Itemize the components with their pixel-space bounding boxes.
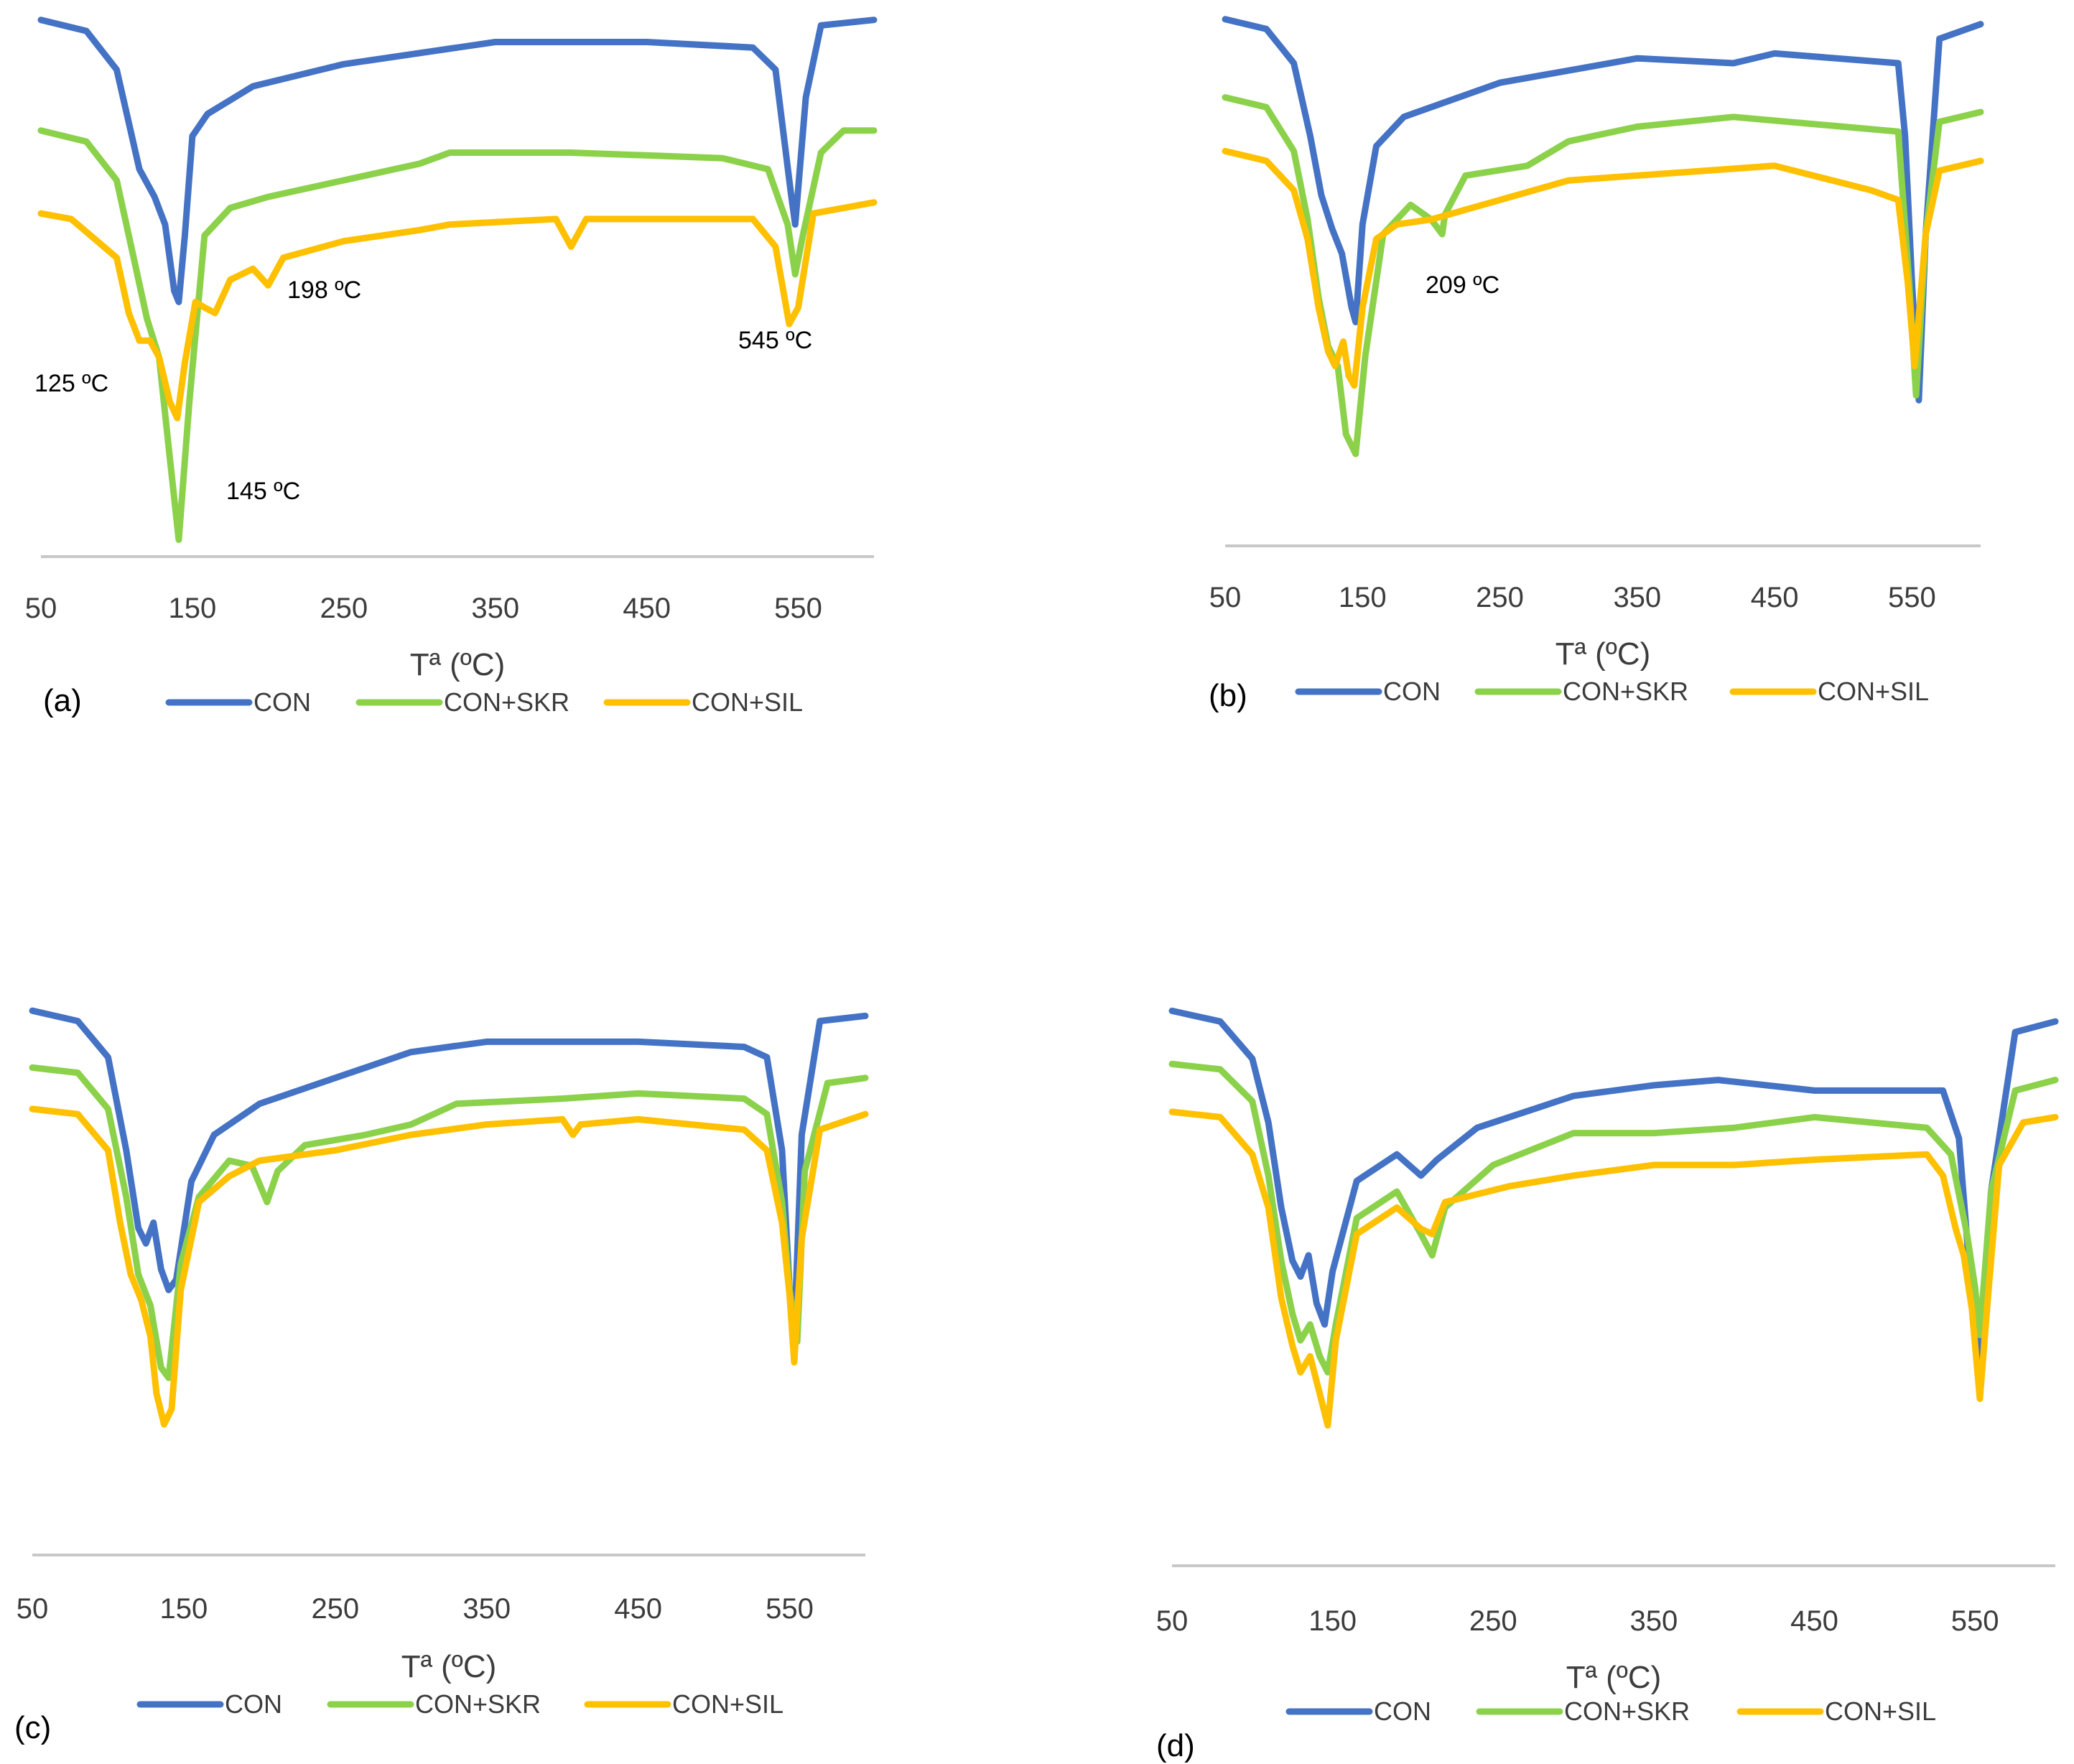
peak-annotation: 145 ºC [226, 478, 300, 505]
x-tick-label: 550 [1888, 582, 1936, 613]
legend-label: CON [225, 1689, 282, 1719]
x-tick-label: 350 [1630, 1605, 1678, 1637]
x-tick-label: 150 [1339, 582, 1387, 613]
legend-label: CON [254, 687, 311, 717]
panel-a: 50 150 250 350 450 550 Tª (ºC) 198 ºC 545 ºC 125 … [25, 17, 878, 718]
legend-label: CON+SKR [444, 687, 569, 717]
series-line-con-sil [37, 199, 878, 422]
x-tick-label: 250 [1469, 1605, 1517, 1637]
x-tick-label: 550 [766, 1593, 814, 1625]
peak-annotation: 198 ºC [287, 277, 361, 304]
x-axis-label: Tª (ºC) [401, 1649, 497, 1684]
x-tick-label: 50 [1209, 582, 1242, 613]
x-tick-label: 450 [623, 593, 671, 624]
legend-label: CON+SIL [672, 1689, 783, 1719]
panel-label: (d) [1156, 1728, 1195, 1763]
legend-label: CON+SIL [692, 687, 803, 717]
x-tick-label: 450 [1751, 582, 1799, 613]
x-axis-label: Tª (ºC) [410, 647, 506, 682]
x-tick-label: 350 [1613, 582, 1661, 613]
x-tick-label: 350 [462, 1593, 511, 1625]
legend-label: CON [1374, 1696, 1431, 1726]
legend-label: CON+SKR [415, 1689, 541, 1719]
series-line-con-skr [37, 127, 878, 543]
legend-label: CON+SIL [1825, 1696, 1936, 1726]
x-tick-label: 550 [774, 593, 822, 624]
peak-annotation: 545 ºC [738, 327, 812, 354]
panel-label: (a) [43, 683, 82, 718]
x-tick-label: 150 [160, 1593, 208, 1625]
legend-label: CON+SIL [1818, 677, 1929, 706]
x-tick-label: 450 [614, 1593, 662, 1625]
legend-label: CON+SKR [1563, 677, 1688, 706]
series-line-con [29, 1007, 869, 1340]
x-tick-label: 350 [471, 593, 519, 624]
legend-label: CON [1383, 677, 1441, 706]
peak-annotation: 209 ºC [1426, 271, 1499, 299]
series-line-con [37, 17, 878, 305]
legend-label: CON+SKR [1564, 1696, 1690, 1726]
series-line-con [1168, 1007, 2059, 1365]
x-tick-label: 250 [320, 593, 368, 624]
series-line-con-sil [1222, 147, 1984, 389]
x-tick-label: 50 [17, 1593, 49, 1625]
x-tick-label: 50 [25, 593, 57, 624]
panel-d: 50 150 250 350 450 550 Tª (ºC) CON CON+SKR CON+SI… [1156, 1007, 2059, 1763]
x-tick-label: 550 [1951, 1605, 1999, 1637]
panel-b: 50 150 250 350 450 550 Tª (ºC) 209 ºC CON CON+SKR… [1209, 16, 1984, 713]
panel-c: 50 150 250 350 450 550 Tª (ºC) CON CON+SKR CON+SI… [14, 1007, 869, 1745]
series-line-con-sil [29, 1105, 869, 1428]
x-tick-label: 250 [311, 1593, 359, 1625]
panel-label: (b) [1209, 678, 1247, 713]
x-tick-label: 250 [1476, 582, 1524, 613]
series-line-con-sil [1168, 1108, 2059, 1429]
x-tick-label: 50 [1156, 1605, 1189, 1637]
x-axis-label: Tª (ºC) [1556, 636, 1651, 672]
x-tick-label: 150 [1308, 1605, 1357, 1637]
panel-label: (c) [14, 1710, 51, 1745]
series-line-con-skr [29, 1064, 869, 1381]
series-line-con [1222, 16, 1984, 404]
series-line-con-skr [1168, 1060, 2059, 1376]
peak-annotation: 125 ºC [34, 370, 108, 397]
x-axis-label: Tª (ºC) [1566, 1660, 1662, 1695]
x-tick-label: 150 [169, 593, 217, 624]
x-tick-label: 450 [1790, 1605, 1838, 1637]
series-line-con-skr [1222, 94, 1984, 458]
